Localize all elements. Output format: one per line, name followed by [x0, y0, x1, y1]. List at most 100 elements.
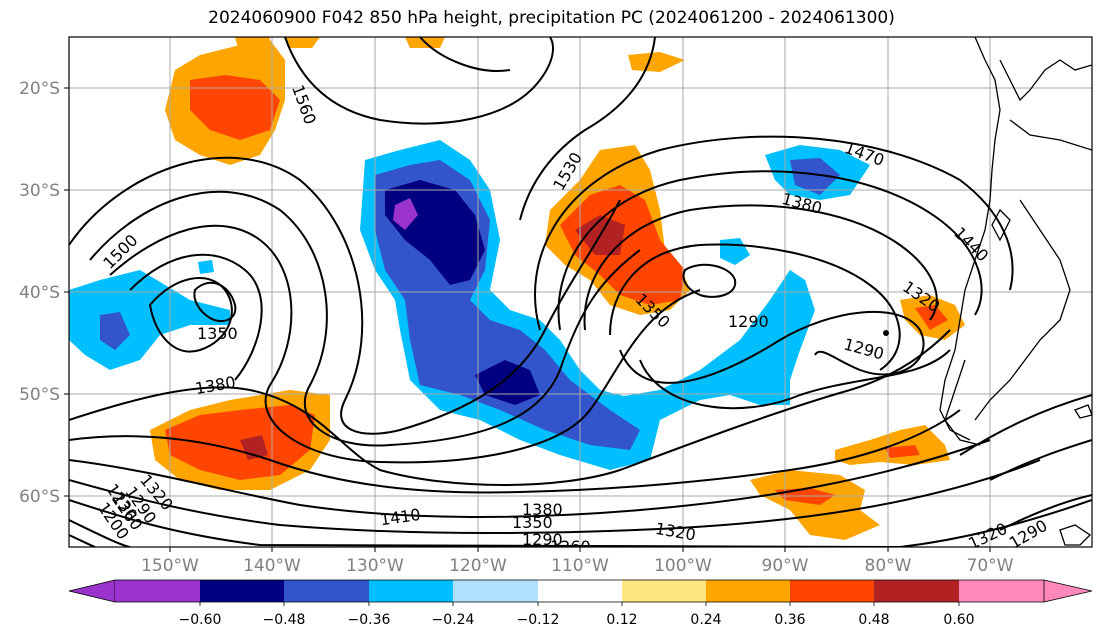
x-tick-label: 130°W — [346, 556, 404, 576]
y-axis-labels: 20°S 30°S 40°S 50°S 60°S — [19, 79, 60, 507]
colorbar-segment — [115, 580, 201, 602]
y-tick-label: 50°S — [19, 385, 60, 405]
x-tick-label: 70°W — [967, 556, 1014, 576]
contour-line — [999, 494, 1092, 531]
axis-ticks — [64, 87, 991, 552]
height-contours — [69, 37, 1092, 547]
colorbar-segment — [622, 580, 707, 602]
contour-line — [69, 439, 991, 518]
colorbar-segment — [453, 580, 538, 602]
contour-line — [959, 394, 1092, 456]
colorbar-tick-label: 0.60 — [943, 612, 974, 628]
contour-line — [519, 37, 656, 221]
contour-line — [682, 263, 737, 298]
x-tick-label: 150°W — [141, 556, 199, 576]
colorbar-tick-label: 0.36 — [774, 612, 805, 628]
contour-line — [109, 224, 701, 464]
contour-line — [69, 459, 1041, 534]
contour-line — [557, 170, 983, 331]
colorbar-segment — [284, 580, 369, 602]
contour-line — [193, 281, 237, 323]
contour-line — [69, 329, 951, 486]
x-tick-label: 140°W — [243, 556, 301, 576]
contour-line — [69, 519, 131, 547]
colorbar-segment — [200, 580, 285, 602]
precip-pos-region-nw-top — [235, 37, 270, 55]
contour-line — [619, 310, 925, 384]
precip-pos-region-se2-core — [885, 445, 920, 458]
contour-line — [534, 135, 1014, 331]
colorbar-segment — [790, 580, 875, 602]
contour-line — [609, 243, 901, 371]
contour-label: 1350 — [197, 324, 238, 343]
precip-pos-region-nw-core — [190, 75, 280, 140]
y-tick-label: 20°S — [19, 79, 60, 99]
precip-neg-region-purple — [393, 198, 418, 230]
contour-line — [148, 277, 233, 353]
x-tick-label: 90°W — [762, 556, 809, 576]
coast-border — [1009, 119, 1092, 151]
y-tick-label: 40°S — [19, 283, 60, 303]
contour-label: 1290 — [522, 530, 563, 549]
coast-island — [1059, 524, 1092, 546]
contour-line — [89, 190, 641, 447]
precip-pos-region-nw-top2 — [285, 37, 320, 48]
contour-line — [639, 349, 951, 410]
colorbar-segment — [369, 580, 454, 602]
contour-line — [69, 409, 961, 494]
contour-label: 1290 — [728, 312, 769, 331]
coast-andes-inner — [999, 59, 1092, 102]
y-tick-label: 60°S — [19, 487, 60, 507]
precip-pos-region-center-core — [560, 185, 685, 305]
precip-pos-region-se — [750, 470, 880, 540]
x-tick-label: 120°W — [449, 556, 507, 576]
contour-labels: 1560 1530 1500 1470 1440 1410 1380 1380 … — [94, 82, 1051, 556]
colorbar-segment — [1043, 579, 1093, 603]
contour-label: 1380 — [522, 500, 563, 519]
x-tick-label: 80°W — [865, 556, 912, 576]
precip-shading — [69, 37, 965, 540]
colorbar-segment — [874, 580, 960, 602]
coast-east — [974, 199, 1071, 421]
coast-south-america — [939, 37, 1001, 441]
precip-neg-region-west-mid — [100, 312, 130, 350]
colorbar-tick-label: −0.48 — [263, 612, 306, 628]
colorbar-segment — [538, 580, 623, 602]
contour-line — [284, 37, 554, 125]
precip-pos-region-sw-core — [165, 405, 315, 480]
colorbar-tick-label: 0.48 — [858, 612, 889, 628]
precip-neg-region-small — [198, 260, 214, 274]
coast-island2 — [1074, 404, 1092, 419]
x-tick-label: 110°W — [551, 556, 609, 576]
colorbar-tick-label: 0.12 — [606, 612, 637, 628]
low-center-marker — [883, 330, 889, 336]
colorbar: −0.60 −0.48 −0.36 −0.24 −0.12 0.12 0.24 … — [68, 579, 1093, 628]
contour-line — [583, 204, 938, 331]
colorbar-tick-label: −0.36 — [348, 612, 391, 628]
y-tick-label: 30°S — [19, 181, 60, 201]
colorbar-tick-label: −0.24 — [432, 612, 475, 628]
colorbar-tick-label: −0.12 — [517, 612, 560, 628]
coast-patagonia — [944, 359, 981, 446]
contour-line — [419, 37, 511, 72]
colorbar-segment — [68, 579, 116, 603]
coast-lake — [991, 208, 1011, 242]
map-gridlines — [69, 37, 1092, 547]
colorbar-segment — [706, 580, 791, 602]
colorbar-tick-label: −0.60 — [179, 612, 222, 628]
precip-pos-region-n2 — [628, 52, 685, 72]
x-tick-label: 100°W — [654, 556, 712, 576]
contour-line — [69, 156, 621, 435]
contour-line — [69, 499, 1092, 547]
colorbar-tick-label: 0.24 — [690, 612, 721, 628]
precip-neg-region-ne-mid — [790, 158, 840, 195]
contour-label: 1350 — [512, 513, 553, 532]
contour-line — [129, 253, 263, 381]
coastlines — [939, 37, 1092, 546]
contour-label: 1260 — [550, 537, 591, 556]
map-title: 2024060900 F042 850 hPa height, precipit… — [208, 8, 895, 28]
precip-neg-region-east — [600, 270, 815, 420]
colorbar-segment — [959, 580, 1045, 602]
contour-line — [989, 439, 1092, 481]
